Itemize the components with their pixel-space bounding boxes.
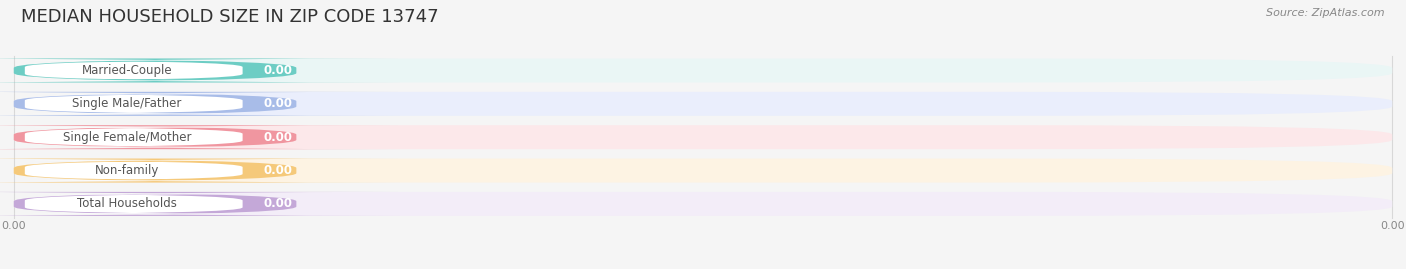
Text: Source: ZipAtlas.com: Source: ZipAtlas.com xyxy=(1267,8,1385,18)
FancyBboxPatch shape xyxy=(14,125,1392,149)
FancyBboxPatch shape xyxy=(14,92,1392,116)
Text: 0.00: 0.00 xyxy=(264,64,292,77)
FancyBboxPatch shape xyxy=(0,58,399,83)
Text: Married-Couple: Married-Couple xyxy=(82,64,172,77)
Text: 0.00: 0.00 xyxy=(264,97,292,110)
Text: MEDIAN HOUSEHOLD SIZE IN ZIP CODE 13747: MEDIAN HOUSEHOLD SIZE IN ZIP CODE 13747 xyxy=(21,8,439,26)
Text: 0.00: 0.00 xyxy=(1379,221,1405,231)
FancyBboxPatch shape xyxy=(14,58,1392,83)
FancyBboxPatch shape xyxy=(0,92,399,116)
FancyBboxPatch shape xyxy=(14,158,1392,183)
Text: Total Households: Total Households xyxy=(77,197,177,210)
FancyBboxPatch shape xyxy=(0,127,295,147)
FancyBboxPatch shape xyxy=(0,158,399,183)
FancyBboxPatch shape xyxy=(0,61,295,80)
FancyBboxPatch shape xyxy=(0,125,399,149)
FancyBboxPatch shape xyxy=(14,192,1392,216)
Text: Single Female/Mother: Single Female/Mother xyxy=(62,131,191,144)
Text: 0.00: 0.00 xyxy=(264,197,292,210)
Text: Single Male/Father: Single Male/Father xyxy=(72,97,181,110)
FancyBboxPatch shape xyxy=(0,194,295,214)
FancyBboxPatch shape xyxy=(0,192,399,216)
Text: 0.00: 0.00 xyxy=(264,164,292,177)
FancyBboxPatch shape xyxy=(0,94,295,114)
Text: 0.00: 0.00 xyxy=(264,131,292,144)
Text: Non-family: Non-family xyxy=(94,164,159,177)
FancyBboxPatch shape xyxy=(0,161,295,180)
Text: 0.00: 0.00 xyxy=(1,221,27,231)
